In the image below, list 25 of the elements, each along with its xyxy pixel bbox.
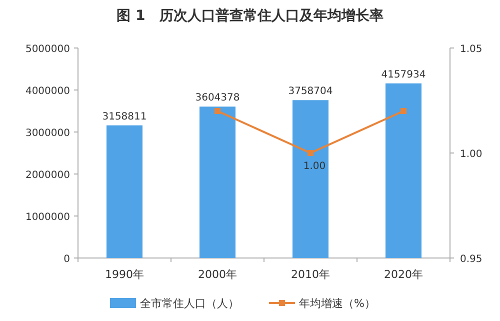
- x-tick-label: 2010年: [291, 268, 330, 281]
- y-tick-label: 1000000: [25, 212, 70, 223]
- bar: [106, 125, 142, 258]
- y2-tick-label: 1.00: [460, 149, 482, 160]
- y-tick-label: 0: [64, 254, 70, 265]
- chart-title: 图 1 历次人口普查常住人口及年均增长率: [116, 7, 384, 24]
- data-label: 3604378: [195, 92, 240, 104]
- bar: [386, 83, 422, 258]
- y-tick-label: 3000000: [25, 128, 70, 139]
- data-label: 4157934: [381, 69, 426, 80]
- data-label: 1.00: [303, 161, 326, 172]
- x-tick-label: 1990年: [105, 268, 144, 281]
- legend-label: 年均增速（%）: [299, 297, 376, 310]
- y2-tick-label: 1.05: [460, 44, 482, 55]
- legend-label: 全市常住人口（人）: [140, 297, 239, 310]
- y-tick-label: 4000000: [25, 86, 70, 97]
- x-tick-label: 2000年: [198, 268, 237, 281]
- data-label: 3758704: [288, 86, 333, 98]
- x-tick-label: 2020年: [384, 268, 423, 281]
- y-tick-label: 5000000: [25, 44, 70, 55]
- y-tick-label: 2000000: [25, 170, 70, 181]
- bar: [200, 106, 236, 258]
- y2-tick-label: 0.95: [460, 254, 482, 265]
- bar: [292, 100, 328, 258]
- data-label: 3158811: [102, 111, 147, 122]
